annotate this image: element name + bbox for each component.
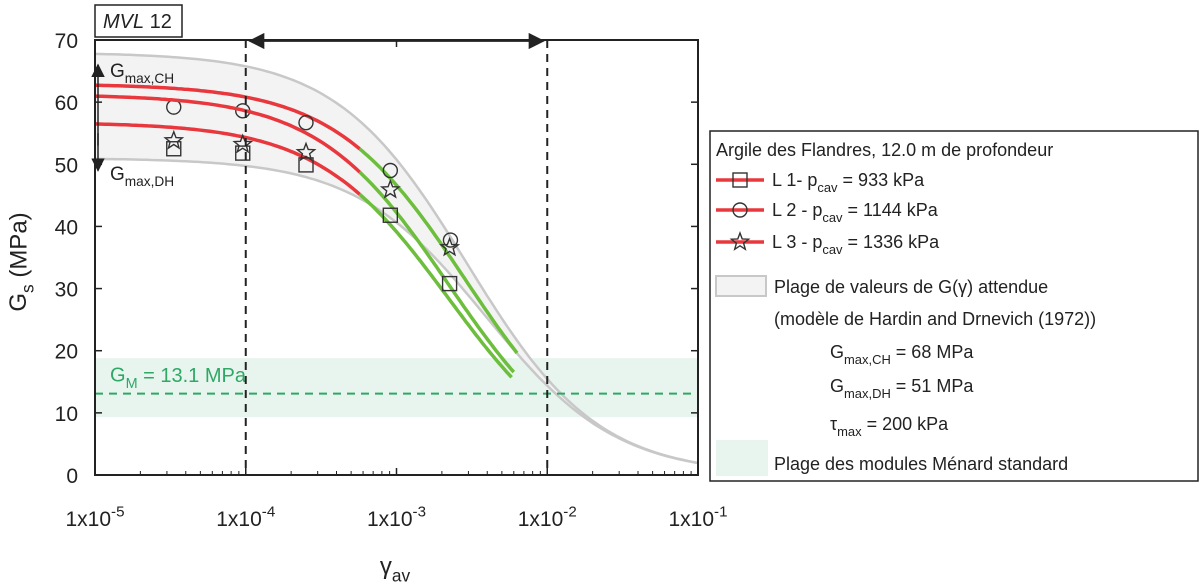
legend-tau-max: τmax = 200 kPa	[830, 414, 949, 439]
gmax-ch-label: Gmax,CH	[110, 61, 174, 86]
gm-label: GM = 13.1 MPa	[110, 365, 247, 392]
series-2-point-4	[382, 162, 399, 179]
series-layer	[95, 83, 461, 292]
menard-range-layer	[95, 358, 698, 418]
series-3-point-1	[163, 129, 185, 150]
series-2-point-5	[442, 232, 459, 248]
chart-tag: MVL 12	[94, 4, 183, 38]
series-3-point-3	[295, 141, 317, 162]
series-1-point-2	[235, 145, 251, 161]
series-2-point-3	[298, 114, 314, 131]
legend: Argile des Flandres, 12.0 m de profondeu…	[709, 130, 1199, 482]
legend-marker-1	[732, 172, 748, 188]
green-extension-layer	[358, 147, 519, 379]
legend-gmax-ch: Gmax,CH = 68 MPa	[830, 342, 974, 367]
legend-band-line2: (modèle de Hardin and Drnevich (1972))	[774, 309, 1096, 329]
series-3-model-line	[358, 170, 516, 374]
legend-series-2: L 2 - pcav = 1144 kPa	[772, 200, 939, 225]
legend-menard: Plage des modules Ménard standard	[774, 454, 1068, 474]
x-tick-label: 1x10-2	[518, 504, 577, 531]
legend-band-swatch	[715, 275, 767, 297]
series-2-line	[95, 83, 361, 151]
series-1-point-4	[382, 207, 399, 223]
legend-series-1: L 1- pcav = 933 kPa	[772, 170, 925, 195]
series-3-point-5	[439, 236, 461, 257]
series-1-point-1	[166, 141, 182, 157]
legend-menard-swatch	[716, 440, 768, 476]
legend-band-line1: Plage de valeurs de G(γ) attendue	[774, 277, 1048, 297]
series-1-point-3	[298, 157, 314, 173]
gm-line-layer: GM = 13.1 MPa	[95, 365, 698, 395]
legend-gmax-dh: Gmax,DH = 51 MPa	[830, 376, 974, 401]
hardin-upper-bound	[95, 52, 698, 465]
series-3-point-2	[232, 133, 254, 154]
x-tick-label: 1x10-1	[669, 504, 728, 531]
x-tick-label: 1x10-5	[66, 504, 125, 531]
series-3-line	[95, 94, 361, 174]
svg-text:MVL 12: MVL 12	[103, 11, 172, 33]
x-axis-title: γav	[380, 553, 411, 583]
series-3-point-4	[379, 178, 401, 199]
annotations: Gmax,CH Gmax,DH	[91, 61, 174, 189]
legend-title: Argile des Flandres, 12.0 m de profondeu…	[716, 140, 1053, 160]
ticks: 0 10 20 30 40 50 60 70 1x10-5 1x10-4 1x10-3 1x10-2 1…	[55, 30, 728, 531]
x-tick-label: 1x10-3	[367, 504, 426, 531]
legend-marker-3	[729, 230, 751, 251]
chart-tag-number: 12	[144, 11, 172, 33]
legend-series-3: L 3 - pcav = 1336 kPa	[772, 232, 940, 257]
series-1-line	[95, 122, 361, 196]
x-tick-label: 1x10-4	[216, 504, 275, 531]
axis-titles: γav Gs (MPa)	[5, 212, 410, 583]
menard-range	[95, 358, 698, 418]
gmax-dh-label: Gmax,DH	[110, 164, 174, 189]
y-tick-label: 40	[55, 216, 78, 239]
y-axis-title: Gs (MPa)	[5, 212, 38, 311]
legend-marker-2	[732, 202, 748, 218]
series-1-model-line	[358, 193, 513, 379]
y-tick-label: 20	[55, 341, 78, 364]
y-tick-label: 60	[55, 92, 78, 115]
y-tick-label: 30	[55, 279, 78, 302]
series-1-point-5	[441, 275, 458, 292]
y-tick-label: 10	[55, 403, 78, 426]
series-2-model-line	[358, 147, 519, 355]
y-tick-label: 0	[66, 465, 78, 488]
y-tick-label: 70	[55, 30, 78, 53]
y-tick-label: 50	[55, 154, 78, 177]
